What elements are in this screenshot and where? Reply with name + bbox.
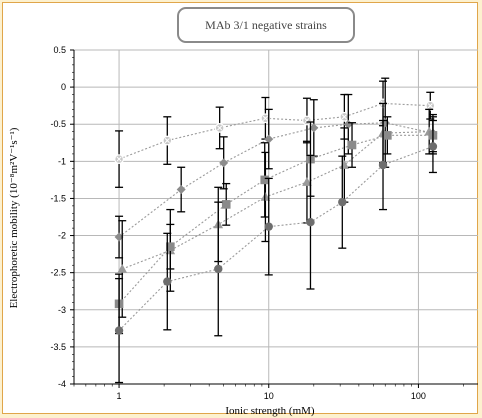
data-point-circle: [214, 264, 223, 274]
marker-cross: [341, 114, 347, 120]
data-point-circle: [163, 277, 172, 286]
y-tick-label: -2.5: [50, 268, 66, 278]
data-point-circle: [114, 326, 124, 335]
marker-cross: [304, 117, 310, 124]
data-point-square: [260, 175, 270, 185]
y-tick-label: -0.5: [50, 119, 66, 129]
series-square: [114, 116, 438, 335]
x-axis-title: Ionic strength (mM): [225, 405, 315, 417]
data-point-circle: [306, 217, 315, 227]
data-point-square: [347, 140, 357, 150]
chart-frame: [2, 2, 478, 414]
y-tick-label: -1.5: [50, 193, 66, 203]
data-point-triangle: [302, 177, 312, 186]
series-circle: [114, 119, 438, 384]
data-point-triangle: [260, 191, 271, 201]
y-tick-label: -3.5: [50, 342, 66, 352]
marker-cross: [427, 103, 433, 109]
data-point-circle: [428, 142, 438, 151]
data-point-diamond: [309, 123, 319, 133]
series-layer: [114, 77, 438, 384]
marker-cross: [164, 137, 170, 144]
chart-title-box: MAb 3/1 negative strains: [177, 7, 355, 43]
y-axis-title: Electrophoretic mobility (10⁻⁸m²V⁻¹s⁻¹): [8, 127, 20, 308]
x-tick-label: 1: [117, 391, 122, 401]
data-point-square: [221, 200, 231, 209]
data-point-diamond: [264, 134, 274, 144]
y-tick-label: 0.5: [53, 45, 66, 55]
trend-line: [118, 134, 433, 305]
marker-cross: [262, 115, 268, 121]
marker-cross: [217, 125, 223, 131]
y-tick-label: -1: [58, 156, 66, 166]
x-tick-label: 100: [411, 391, 426, 401]
series-diamond: [114, 77, 438, 259]
y-tick-label: -4: [58, 379, 66, 389]
marker-cross: [116, 156, 122, 162]
y-tick-label: -2: [58, 231, 66, 241]
grid-layer: [74, 49, 478, 385]
axes-layer: 0.5 0 -0.5 -1 -1.5 -2 -2.5 -3 -3.5 -4 1 10 100: [50, 45, 478, 401]
data-point-diamond: [343, 119, 353, 129]
data-point-circle: [338, 197, 347, 207]
data-point-diamond: [219, 158, 229, 168]
data-point-diamond: [114, 232, 124, 242]
chart-title: MAb 3/1 negative strains: [205, 17, 327, 32]
data-point-diamond: [176, 185, 186, 195]
data-point-triangle: [117, 263, 128, 273]
y-tick-label: 0: [61, 82, 66, 92]
trend-line: [122, 131, 430, 270]
y-tick-label: -3: [58, 305, 66, 315]
trend-line: [118, 102, 431, 160]
data-point-circle: [378, 160, 388, 170]
data-point-circle: [264, 222, 273, 231]
trend-line: [118, 145, 434, 331]
x-tick-label: 10: [264, 391, 274, 401]
data-point-square: [166, 242, 175, 251]
data-point-square: [383, 131, 392, 140]
